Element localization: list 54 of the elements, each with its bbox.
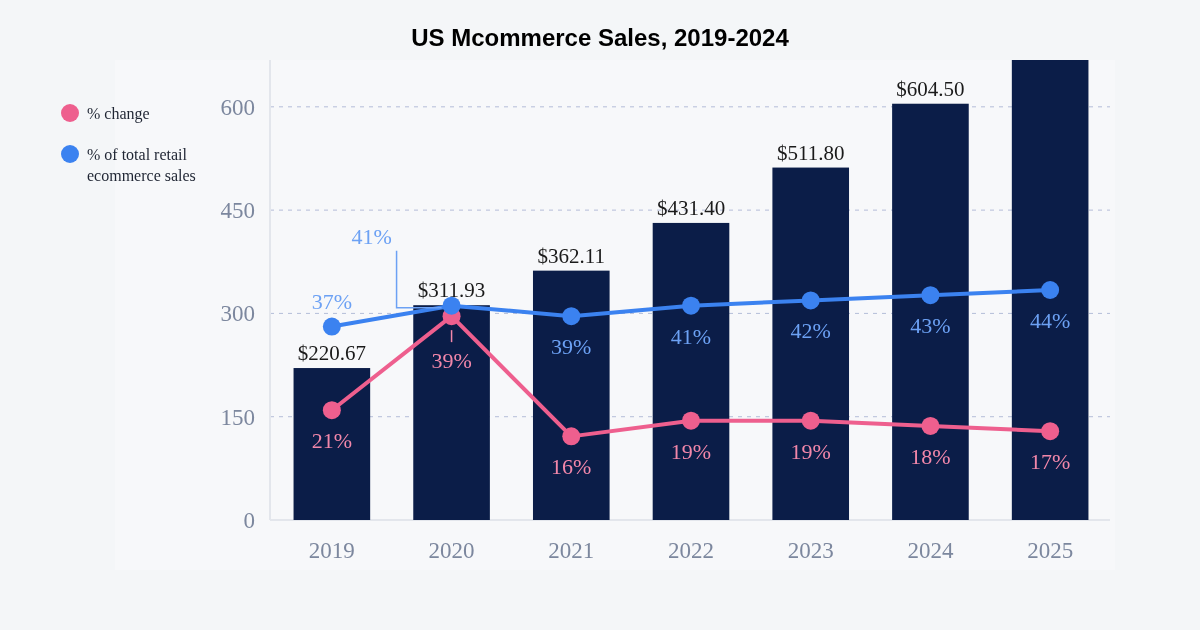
data-label: 44% xyxy=(1029,308,1071,333)
data-label: $220.67 xyxy=(297,341,366,366)
bar xyxy=(413,305,490,520)
bar xyxy=(772,167,850,520)
point xyxy=(801,411,820,430)
data-label: 42% xyxy=(790,318,831,344)
point xyxy=(801,291,820,310)
point xyxy=(1041,422,1060,441)
data-label: 39% xyxy=(431,348,472,374)
bar xyxy=(1011,60,1089,520)
legend-label: % change xyxy=(87,105,150,123)
x-tick-label: 2019 xyxy=(308,538,355,563)
data-label: $604.50 xyxy=(896,76,965,101)
data-label: $511.80 xyxy=(776,140,845,165)
point xyxy=(322,317,341,336)
y-tick-label: 300 xyxy=(220,301,255,327)
bar xyxy=(892,103,969,520)
point xyxy=(682,411,700,430)
point xyxy=(562,307,581,326)
y-tick-label: 0 xyxy=(243,508,255,533)
x-tick-label: 2020 xyxy=(428,538,475,563)
data-label: 37% xyxy=(311,288,353,314)
point xyxy=(921,286,940,305)
data-label: 17% xyxy=(1029,449,1071,475)
data-label: 16% xyxy=(551,454,592,480)
legend-label: % of total retail ecommerce sales xyxy=(87,146,196,184)
y-tick-label: 150 xyxy=(220,404,255,430)
data-label: 41% xyxy=(670,323,712,349)
data-label: 41% xyxy=(351,223,392,249)
data-label: 18% xyxy=(910,443,951,469)
data-label: 21% xyxy=(311,428,353,454)
point xyxy=(682,296,700,315)
x-tick-label: 2024 xyxy=(907,538,954,563)
data-label: $431.40 xyxy=(656,195,726,220)
y-tick-label: 450 xyxy=(220,198,255,224)
point xyxy=(1041,281,1060,299)
point xyxy=(921,416,940,435)
point xyxy=(562,427,581,446)
x-tick-label: 2025 xyxy=(1027,538,1074,563)
y-tick-label: 600 xyxy=(220,94,255,120)
data-label: 39% xyxy=(551,334,592,360)
chart-title: US Mcommerce Sales, 2019-2024 xyxy=(411,24,790,51)
bar xyxy=(532,270,610,520)
data-label: $362.11 xyxy=(537,243,606,268)
point xyxy=(322,401,341,420)
x-tick-label: 2023 xyxy=(787,538,834,563)
data-label: 19% xyxy=(670,438,712,464)
x-tick-label: 2022 xyxy=(668,538,714,563)
bar xyxy=(652,222,730,520)
data-label: $311.93 xyxy=(417,278,486,303)
data-label: 43% xyxy=(910,313,951,339)
bar xyxy=(293,368,371,520)
data-label: 19% xyxy=(790,438,831,464)
x-tick-label: 2021 xyxy=(548,538,595,563)
